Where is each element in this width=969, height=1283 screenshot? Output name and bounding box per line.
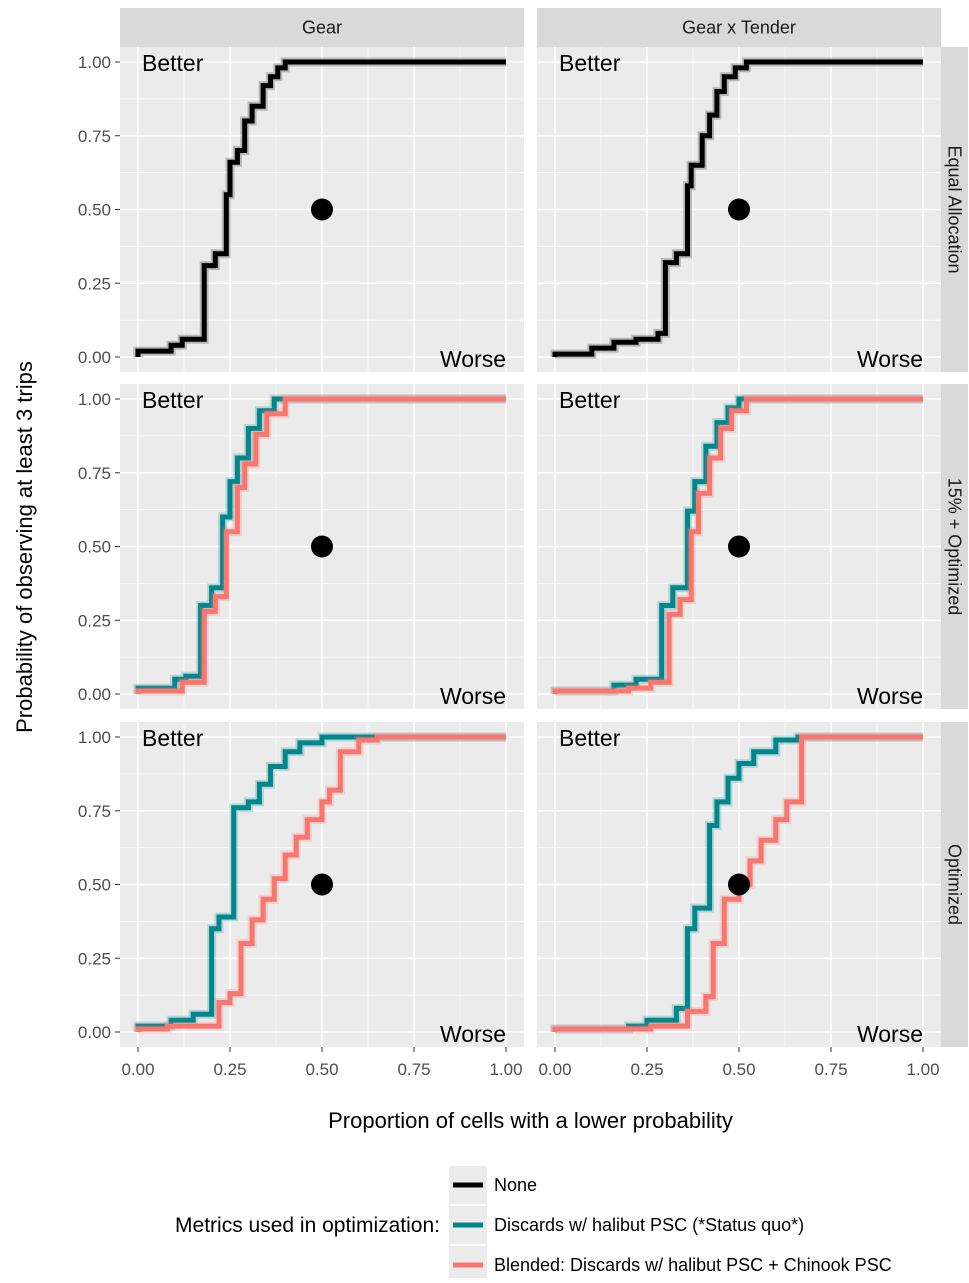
y-tick-label: 1.00 [78, 390, 111, 409]
better-annotation: Better [559, 50, 621, 76]
x-tick-label: 0.00 [538, 1060, 571, 1079]
better-annotation: Better [142, 387, 204, 413]
row-strip-2 [941, 722, 968, 1047]
reference-point [728, 535, 750, 558]
y-tick-label: 0.75 [78, 464, 111, 483]
worse-annotation: Worse [857, 683, 923, 709]
row-strip-label: 15% + Optimized [945, 478, 965, 616]
row-strip-label: Optimized [945, 844, 965, 925]
better-annotation: Better [142, 725, 204, 751]
better-annotation: Better [142, 50, 204, 76]
series-line-discards [552, 734, 923, 1032]
x-tick-label: 0.25 [213, 1060, 246, 1079]
x-tick-label: 0.00 [121, 1060, 154, 1079]
x-tick-label: 0.50 [305, 1060, 338, 1079]
better-annotation: Better [559, 725, 621, 751]
y-tick-label: 0.75 [78, 802, 111, 821]
x-tick-label: 0.50 [722, 1060, 755, 1079]
reference-point [311, 535, 333, 558]
y-tick-label: 0.50 [78, 538, 111, 557]
series-line-blended [552, 734, 923, 1032]
x-tick-label: 0.75 [814, 1060, 847, 1079]
x-tick-label: 1.00 [489, 1060, 522, 1079]
y-tick-label: 0.00 [78, 685, 111, 704]
legend-label-discards: Discards w/ halibut PSC (*Status quo*) [494, 1215, 804, 1235]
reference-point [311, 873, 333, 896]
series-line-discards [552, 396, 923, 694]
worse-annotation: Worse [440, 1021, 506, 1047]
y-tick-label: 0.75 [78, 127, 111, 146]
x-tick-label: 0.75 [397, 1060, 430, 1079]
row-strip-0 [941, 47, 968, 372]
reference-point [728, 873, 750, 896]
series-line-none [135, 59, 506, 357]
y-tick-label: 0.00 [78, 1023, 111, 1042]
series-line-discards [135, 396, 506, 694]
legend-label-none: None [494, 1175, 537, 1195]
y-axis-title: Probability of observing at least 3 trip… [12, 361, 37, 733]
worse-annotation: Worse [440, 683, 506, 709]
row-strip-label: Equal Allocation [945, 145, 965, 273]
y-tick-label: 1.00 [78, 53, 111, 72]
series-line-blended [135, 734, 506, 1032]
worse-annotation: Worse [857, 346, 923, 372]
y-tick-label: 0.25 [78, 274, 111, 293]
column-strip-0 [120, 8, 524, 47]
column-strip-1 [537, 8, 941, 47]
reference-point [728, 198, 750, 221]
worse-annotation: Worse [440, 346, 506, 372]
y-tick-label: 0.00 [78, 348, 111, 367]
y-tick-label: 1.00 [78, 728, 111, 747]
x-tick-label: 1.00 [906, 1060, 939, 1079]
legend-title: Metrics used in optimization: [175, 1214, 440, 1237]
column-strip-label: Gear [302, 18, 342, 38]
reference-point [311, 198, 333, 221]
worse-annotation: Worse [857, 1021, 923, 1047]
legend-key-bg [449, 1246, 487, 1283]
x-tick-label: 0.25 [630, 1060, 663, 1079]
series-line-none [552, 59, 923, 357]
series-line-blended [135, 396, 506, 694]
y-tick-label: 0.25 [78, 949, 111, 968]
series-line-blended [552, 396, 923, 694]
series-line-discards [135, 734, 506, 1032]
y-tick-label: 0.50 [78, 876, 111, 895]
y-tick-label: 0.50 [78, 201, 111, 220]
row-strip-1 [941, 384, 968, 709]
x-axis-title: Proportion of cells with a lower probabi… [328, 1108, 733, 1133]
column-strip-label: Gear x Tender [682, 18, 796, 38]
y-tick-label: 0.25 [78, 611, 111, 630]
legend-label-blended: Blended: Discards w/ halibut PSC + Chino… [494, 1255, 892, 1275]
better-annotation: Better [559, 387, 621, 413]
